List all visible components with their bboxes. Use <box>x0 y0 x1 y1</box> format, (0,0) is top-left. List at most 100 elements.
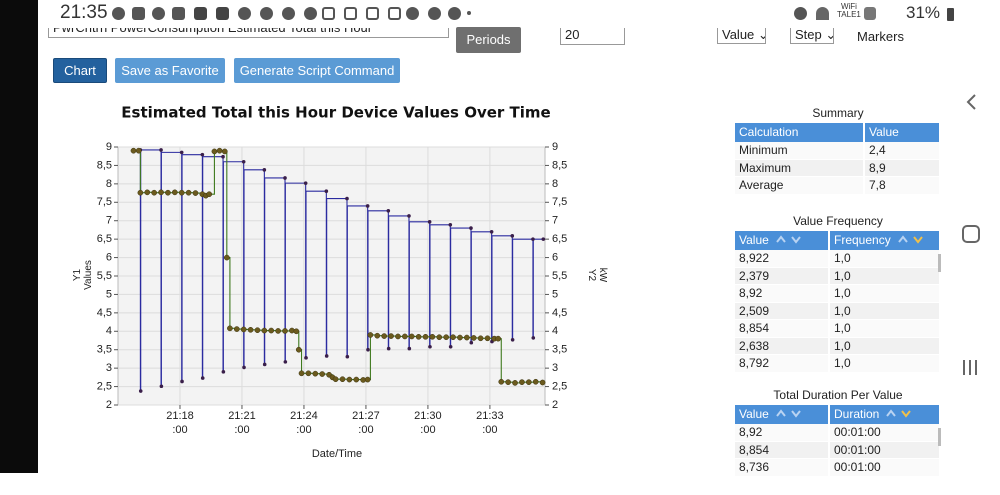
table-row: 2,509 1,0 <box>735 302 941 320</box>
value-mode-select[interactable]: Value ⌄ <box>717 26 766 44</box>
sort-down[interactable] <box>791 410 801 418</box>
data-point <box>541 237 546 241</box>
data-point <box>470 335 477 341</box>
status-icon <box>388 7 401 20</box>
data-point <box>295 346 302 353</box>
sort-up[interactable] <box>776 235 786 243</box>
status-icon <box>238 7 251 20</box>
data-point <box>345 354 350 359</box>
data-point <box>469 226 473 230</box>
table-row: Maximum 8,9 <box>735 159 941 177</box>
chart-button[interactable]: Chart <box>53 58 107 83</box>
sort-icons[interactable] <box>885 407 915 419</box>
sort-down[interactable] <box>901 410 912 418</box>
y-axis-label-text: Values <box>83 260 94 290</box>
sort-icons[interactable] <box>775 407 805 419</box>
table-cell: 8,922 <box>735 250 830 268</box>
data-point <box>206 191 213 198</box>
header-text: Value <box>739 233 769 247</box>
data-point <box>180 379 184 384</box>
status-icon <box>132 7 145 20</box>
data-point <box>241 159 246 164</box>
table-cell: 1,0 <box>830 355 941 373</box>
status-bar: 21:35 WiFi TALE1 31% <box>38 0 975 28</box>
status-icon <box>172 7 185 20</box>
status-icon <box>406 7 419 20</box>
left-edge <box>0 0 38 473</box>
data-point <box>171 189 178 196</box>
y2-tick-label: 6,5 <box>552 233 567 245</box>
data-point <box>345 196 349 201</box>
y-axis-label-text: Y1 <box>72 268 83 281</box>
data-point <box>305 370 312 377</box>
header-cell: Duration <box>830 405 941 424</box>
data-point <box>386 346 391 351</box>
data-point <box>293 328 300 335</box>
table-cell: 8,854 <box>735 320 830 338</box>
data-point <box>303 181 308 185</box>
table-cell: 8,9 <box>865 159 941 177</box>
status-icon <box>152 7 165 20</box>
table-row: 8,922 1,0 <box>735 250 941 268</box>
battery-icon <box>947 8 954 21</box>
sort-up[interactable] <box>886 409 897 417</box>
data-point <box>401 333 408 340</box>
sort-up[interactable] <box>776 409 786 417</box>
data-point <box>388 333 394 339</box>
save-favorite-button[interactable]: Save as Favorite <box>115 58 225 83</box>
table-cell: Minimum <box>735 142 865 160</box>
data-point <box>304 356 308 360</box>
y2-tick-label: 8,5 <box>552 159 567 171</box>
y2-tick-label: 5,5 <box>552 270 567 282</box>
data-table: Value Frequency 8,922 1,0 2,379 1,0 8,92 1,0 2,5… <box>735 231 941 391</box>
data-point <box>469 340 474 345</box>
data-point <box>498 378 505 385</box>
value-mode: Value <box>722 27 755 42</box>
nav-bar <box>948 0 1000 473</box>
data-point <box>436 334 443 341</box>
data-point <box>192 190 199 196</box>
y-tick-label: 2,5 <box>97 380 112 392</box>
periods-tooltip: Periods <box>456 27 521 53</box>
data-point <box>525 379 532 385</box>
generate-script-button[interactable]: Generate Script Command <box>234 58 400 83</box>
data-point <box>262 362 267 367</box>
y2-tick-label: 9 <box>552 141 558 153</box>
table-row: 8,92 00:01:00 <box>735 424 941 442</box>
x-tick-label: :00 <box>420 424 435 436</box>
data-point <box>463 334 470 341</box>
y2-tick-label: 3,5 <box>552 344 567 356</box>
y-tick-label: 5,5 <box>97 270 112 282</box>
data-point <box>275 328 281 334</box>
table-row: Minimum 2,4 <box>735 142 941 160</box>
data-point <box>408 333 415 340</box>
y-tick-label: 9 <box>106 141 112 153</box>
data-point <box>386 208 391 213</box>
sort-icons[interactable] <box>897 233 927 245</box>
sort-icons[interactable] <box>775 233 805 245</box>
data-point <box>144 189 151 196</box>
header-cell: Calculation <box>735 123 865 142</box>
status-icon <box>260 7 273 20</box>
data-point <box>539 379 546 386</box>
table-header: Value Duration <box>735 405 941 424</box>
header-cell: Value <box>735 231 830 250</box>
table-cell: 8,854 <box>735 441 830 459</box>
sort-down[interactable] <box>912 236 923 244</box>
recents-button[interactable] <box>963 360 977 375</box>
table-cell: Maximum <box>735 159 865 177</box>
data-point <box>427 220 432 224</box>
header-text: Value <box>869 125 899 139</box>
sort-down[interactable] <box>791 236 801 244</box>
home-button[interactable] <box>962 225 980 243</box>
line-mode-select[interactable]: Step ⌄ <box>790 26 834 44</box>
chart: Estimated Total this Hour Device Values … <box>72 104 608 460</box>
data-point <box>130 147 137 154</box>
header-cell: Frequency <box>830 231 941 250</box>
table-cell: 00:01:00 <box>830 459 941 477</box>
back-button[interactable] <box>966 94 976 110</box>
data-point <box>138 389 143 393</box>
data-point <box>262 168 267 172</box>
sort-up[interactable] <box>897 235 908 243</box>
y-tick-label: 4 <box>106 325 112 337</box>
